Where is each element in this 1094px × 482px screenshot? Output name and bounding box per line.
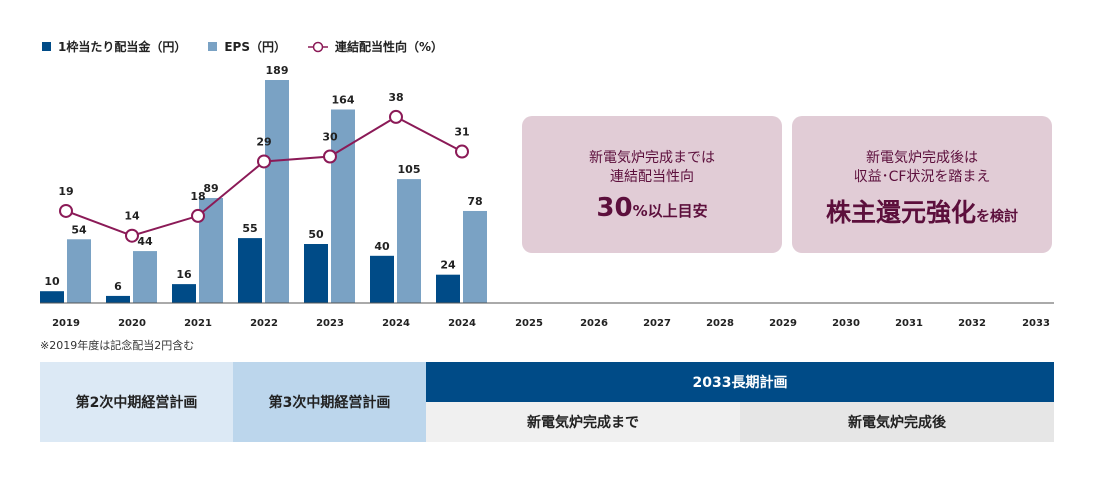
payout-point [257, 154, 271, 169]
box-line: 連結配当性向 [610, 169, 694, 185]
eps-bar [67, 239, 91, 303]
eps-label: 44 [137, 235, 153, 248]
footnote: ※2019年度は記念配当2円含む [40, 339, 195, 352]
legend: 1枠当たり配当金（円） EPS（円） 連結配当性向（%） [42, 38, 443, 55]
dividend-bar [172, 284, 196, 303]
eps-label: 105 [398, 163, 421, 176]
payout-label: 38 [388, 91, 403, 104]
dividend-bar [106, 295, 130, 303]
dividend-label: 55 [242, 222, 257, 235]
x-tick-label: 2033 [1022, 318, 1050, 329]
plan-before: 新電気炉完成まで [426, 402, 740, 442]
x-tick-label: 2026 [580, 318, 608, 329]
highlight-text: 株主還元強化 [825, 198, 976, 227]
x-tick-label: 2019 [52, 318, 80, 329]
eps-label: 54 [71, 223, 87, 236]
target-box-before: 新電気炉完成までは 連結配当性向 30%以上目安 [522, 116, 782, 253]
x-tick-label: 2030 [832, 318, 860, 329]
dividend-label: 50 [308, 228, 324, 241]
payout-label: 31 [454, 126, 469, 139]
box-line: 新電気炉完成までは [589, 150, 715, 166]
legend-swatch [42, 42, 51, 51]
payout-point [59, 203, 73, 218]
x-tick-label: 2022 [250, 318, 278, 329]
x-tick-label: 2025 [515, 318, 543, 329]
highlight-suffix: を検討 [976, 209, 1018, 225]
payout-point [455, 144, 469, 159]
legend-dividend: 1枠当たり配当金（円） [42, 38, 186, 55]
dividend-bar [304, 244, 328, 303]
x-tick-label: 2024 [382, 318, 410, 329]
legend-swatch [208, 42, 218, 51]
highlight-suffix: %以上目安 [632, 202, 708, 220]
dividend-label: 24 [440, 259, 456, 272]
payout-point [323, 149, 337, 164]
box-highlight: 30%以上目安 [522, 193, 782, 223]
legend-payout: 連結配当性向（%） [308, 38, 443, 55]
target-box-after: 新電気炉完成後は 収益･CF状況を踏まえ 株主還元強化を検討 [792, 116, 1052, 253]
payout-label: 30 [322, 131, 338, 144]
legend-eps: EPS（円） [208, 38, 286, 55]
line-marker-icon [308, 41, 328, 52]
payout-label: 19 [58, 185, 73, 198]
eps-bar [331, 109, 355, 304]
x-tick-label: 2031 [895, 318, 923, 329]
x-tick-label: 2024 [448, 318, 476, 329]
eps-label: 78 [467, 195, 482, 208]
legend-label: 連結配当性向（%） [335, 40, 444, 54]
plan-2: 第2次中期経営計画 [40, 362, 233, 442]
legend-label: 1枠当たり配当金（円） [58, 40, 187, 54]
plot-area: 10 54 2019 6 44 2020 16 89 2021 55 189 2022 50 164 202… [40, 64, 1054, 329]
x-tick-label: 2029 [769, 318, 797, 329]
payout-point [191, 208, 205, 223]
eps-bar [265, 80, 289, 303]
eps-bar [463, 210, 487, 303]
payout-point [125, 228, 139, 243]
plan-after: 新電気炉完成後 [740, 402, 1054, 442]
dividend-bar [370, 255, 394, 303]
eps-bar [397, 179, 421, 303]
payout-label: 18 [190, 190, 205, 203]
x-tick-label: 2020 [118, 318, 146, 329]
eps-label: 89 [203, 182, 218, 195]
eps-label: 164 [332, 93, 355, 106]
payout-label: 14 [124, 210, 140, 223]
x-tick-label: 2028 [706, 318, 734, 329]
box-line: 収益･CF状況を踏まえ [853, 169, 991, 185]
x-tick-label: 2032 [958, 318, 986, 329]
dividend-bar [436, 274, 460, 303]
plan-3: 第3次中期経営計画 [233, 362, 426, 442]
box-line: 新電気炉完成後は [866, 150, 978, 166]
dividend-label: 16 [176, 268, 192, 281]
payout-point [389, 109, 403, 124]
dividend-label: 10 [44, 275, 60, 288]
x-tick-label: 2027 [643, 318, 671, 329]
dividend-bar [238, 238, 262, 303]
box-highlight: 株主還元強化を検討 [792, 193, 1052, 229]
x-tick-label: 2021 [184, 318, 212, 329]
dividend-label: 6 [114, 280, 122, 293]
dividend-bar [40, 291, 64, 303]
dividend-label: 40 [374, 240, 390, 253]
eps-bar [133, 251, 157, 303]
eps-label: 189 [266, 64, 289, 77]
plan-long: 2033長期計画 [426, 362, 1054, 402]
payout-label: 29 [256, 135, 271, 148]
highlight-number: 30 [596, 193, 633, 223]
x-tick-label: 2023 [316, 318, 344, 329]
legend-label: EPS（円） [224, 40, 286, 54]
